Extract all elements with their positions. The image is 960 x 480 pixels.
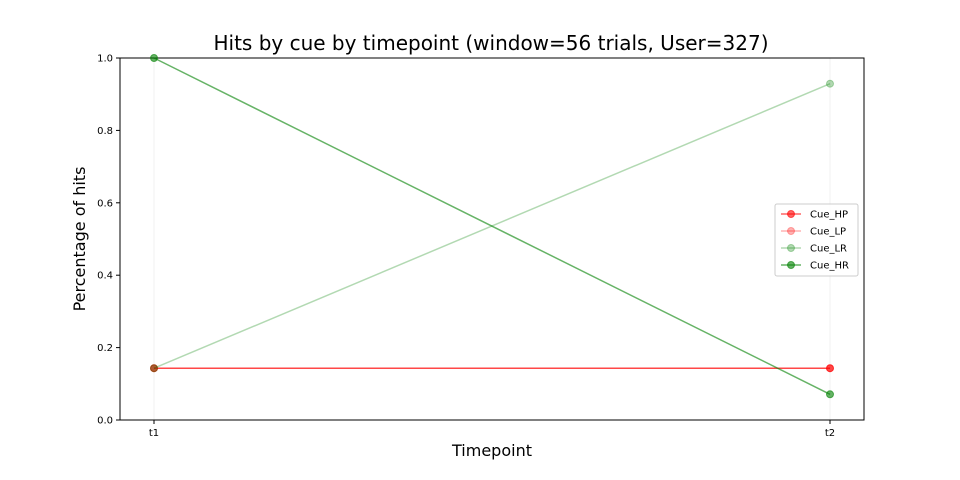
- legend-marker: [787, 244, 795, 252]
- legend-marker: [787, 227, 795, 235]
- y-tick-label: 0.6: [97, 198, 113, 209]
- legend-item: Cue_HP: [781, 210, 848, 221]
- data-point: [150, 364, 158, 373]
- data-point: [826, 364, 834, 373]
- x-axis: t1 t2: [149, 420, 835, 439]
- data-point: [826, 390, 834, 399]
- x-axis-label: Timepoint: [451, 441, 532, 460]
- legend-label: Cue_HP: [810, 210, 848, 221]
- data-point: [150, 364, 158, 373]
- plot-area-frame: [119, 57, 865, 421]
- y-tick-label: 0.4: [97, 271, 113, 282]
- data-point: [826, 79, 834, 88]
- y-tick-label: 0.0: [97, 416, 113, 427]
- legend-marker: [787, 261, 795, 269]
- chart-title: Hits by cue by timepoint (window=56 tria…: [213, 31, 768, 55]
- series-cue-hp: [150, 364, 834, 373]
- series-layer: [150, 54, 834, 399]
- series-cue-hr: [150, 54, 834, 399]
- legend: Cue_HP Cue_LP Cue_LR Cue_HR: [774, 203, 859, 277]
- y-axis: 0.0 0.2 0.4 0.6 0.8 1.0: [97, 54, 120, 427]
- legend-item: Cue_LP: [781, 227, 846, 238]
- y-tick-label: 0.2: [97, 343, 113, 354]
- legend-label: Cue_HR: [810, 261, 849, 272]
- legend-label: Cue_LR: [810, 244, 847, 255]
- y-tick-label: 0.8: [97, 126, 113, 137]
- data-point: [150, 54, 158, 62]
- y-tick-label: 1.0: [97, 54, 113, 65]
- legend-item: Cue_LR: [781, 244, 847, 255]
- legend-label: Cue_LP: [810, 227, 846, 238]
- x-tick-label: t1: [149, 428, 159, 439]
- grid-lines: [153, 58, 831, 420]
- series-cue-lp: [150, 364, 834, 373]
- y-axis-label: Percentage of hits: [70, 167, 89, 312]
- data-point: [826, 364, 834, 373]
- legend-box: [774, 203, 859, 277]
- data-point: [150, 364, 158, 373]
- legend-item: Cue_HR: [781, 261, 849, 272]
- legend-marker: [787, 210, 795, 218]
- series-line: [153, 57, 831, 395]
- x-tick-label: t2: [825, 428, 835, 439]
